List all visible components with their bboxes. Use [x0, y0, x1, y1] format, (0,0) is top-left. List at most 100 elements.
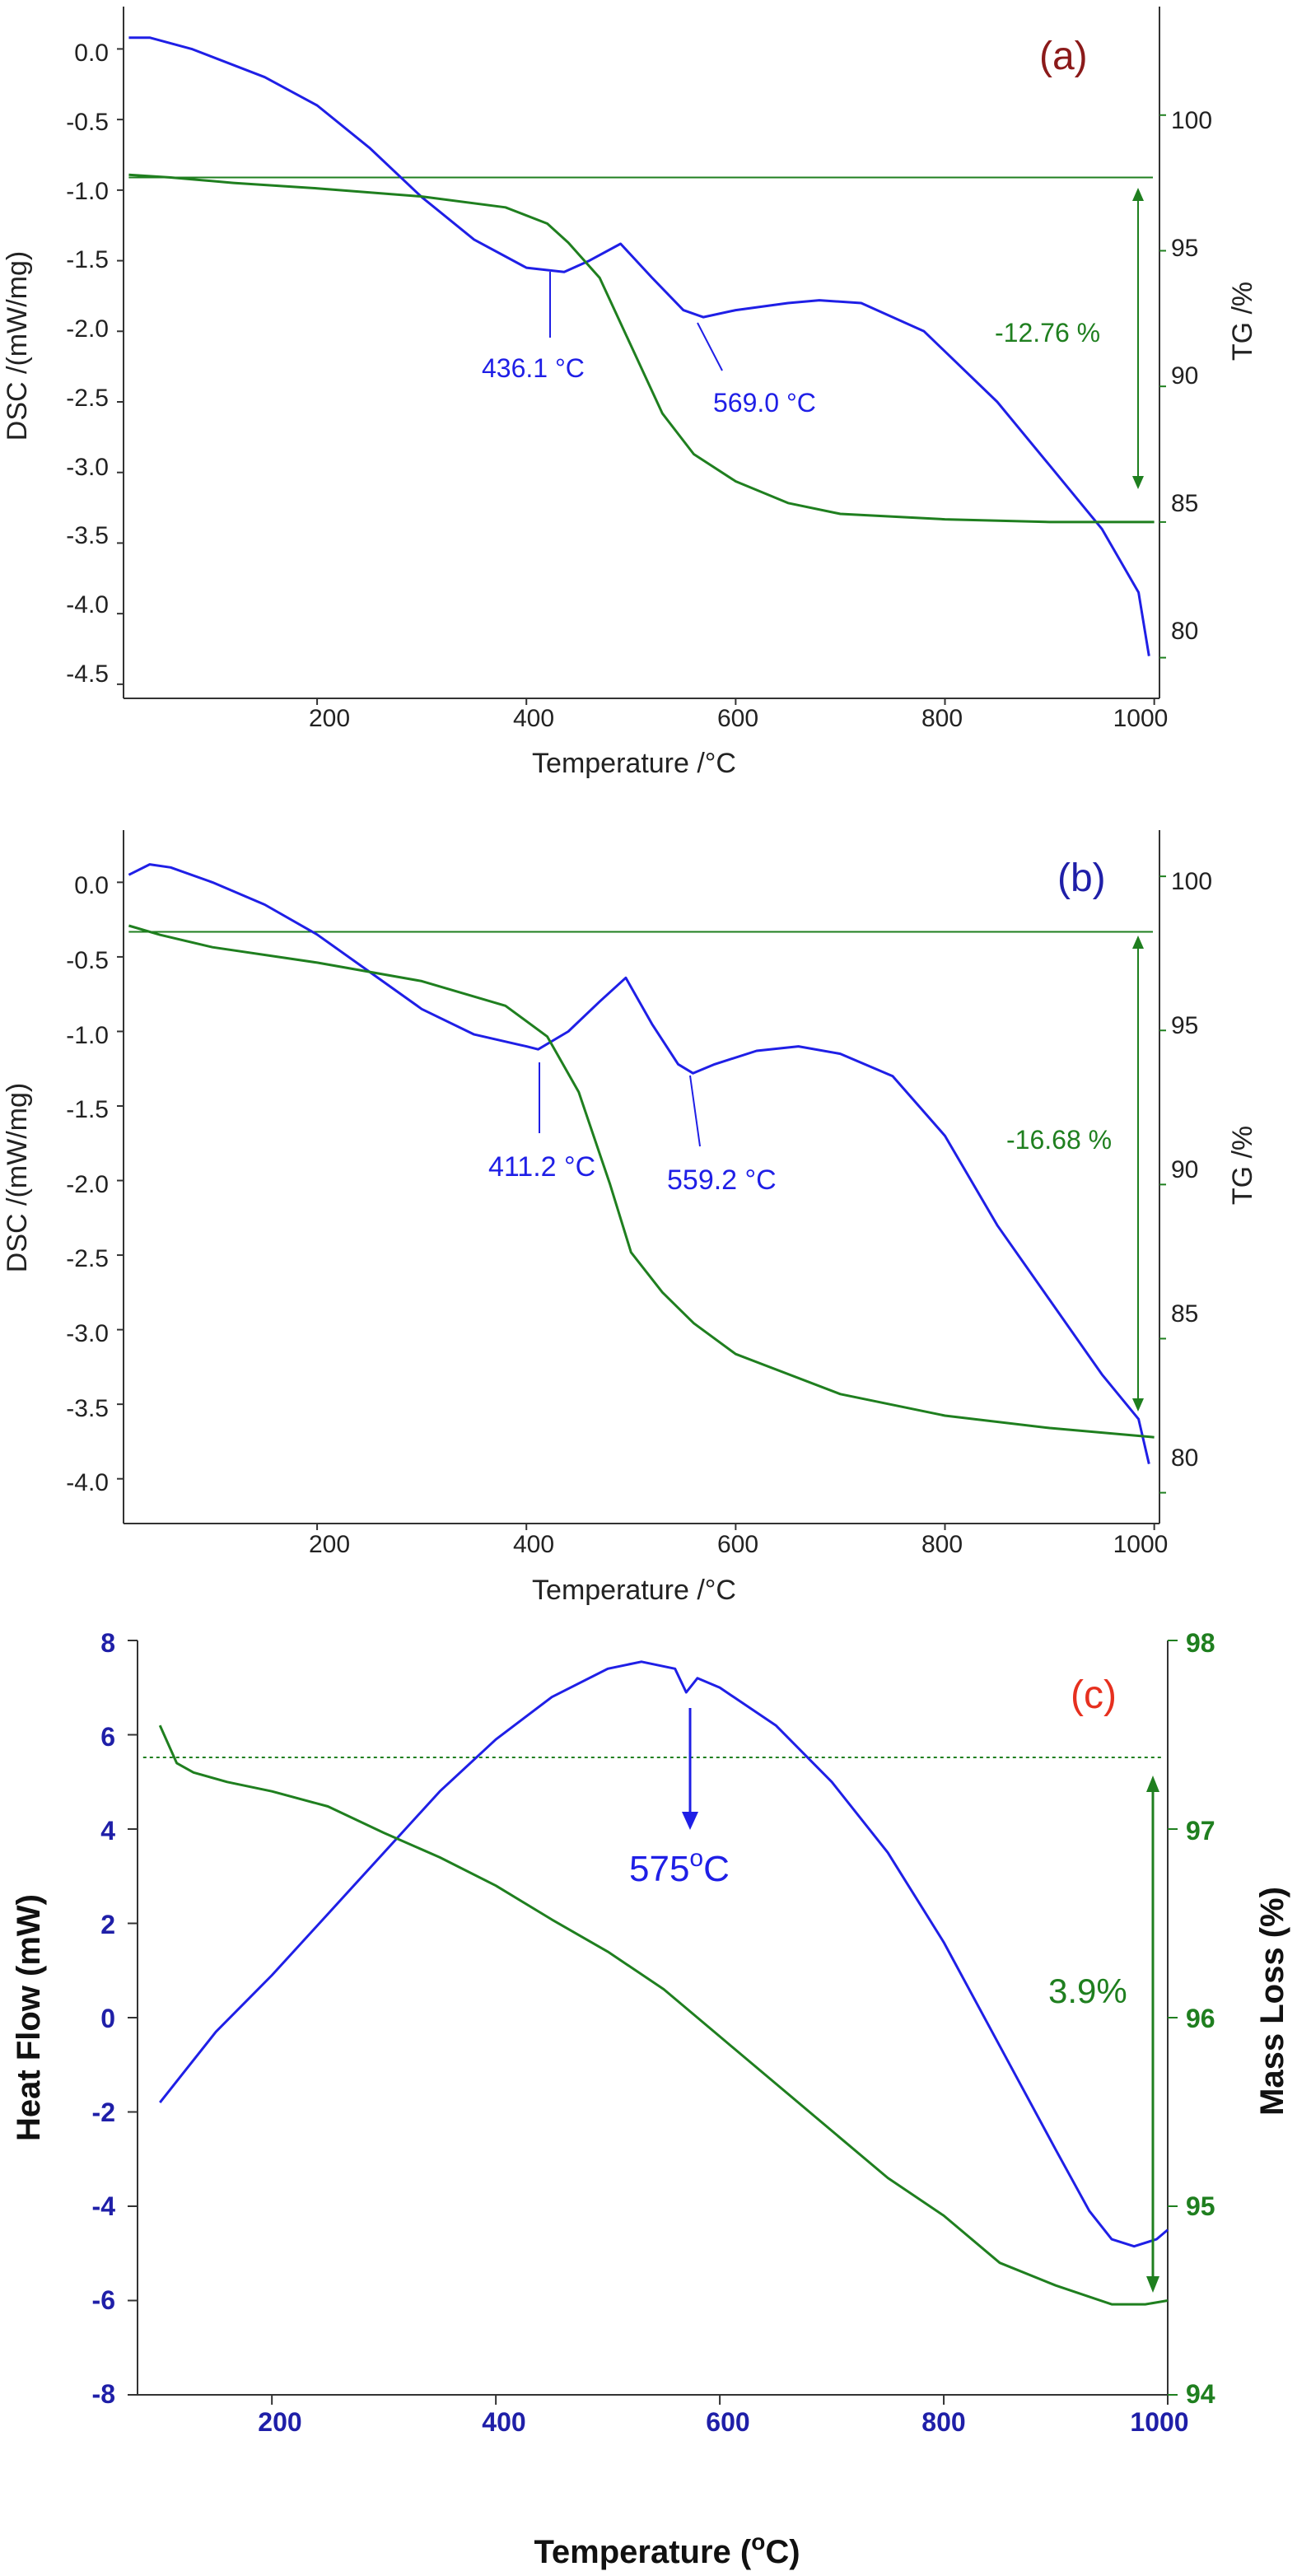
x-tick-label: 800	[921, 2407, 965, 2437]
x-tick-label: 400	[482, 2407, 525, 2437]
y-tick-label: -1.0	[66, 178, 109, 205]
left-tick-labels: 0.0 -0.5 -1.0 -1.5 -2.0 -2.5 -3.0 -3.5 -…	[66, 40, 109, 688]
y-axis-label-left: Heat Flow (mW)	[11, 1894, 47, 2141]
y-tick-label: -2.5	[66, 385, 109, 412]
y-tick-label: -6	[92, 2285, 115, 2315]
x-tick-label: 200	[258, 2407, 301, 2437]
y-tick-label: -1.0	[66, 1022, 109, 1049]
y2-tick-label: 95	[1186, 2191, 1215, 2221]
peak-label: 436.1 °C	[482, 353, 585, 383]
x-tick-label: 400	[513, 705, 554, 732]
mass-loss-label: -12.76 %	[995, 318, 1100, 348]
x-tick-label: 600	[717, 1531, 758, 1558]
x-tick-labels: 200 400 600 800 1000	[309, 705, 1168, 732]
x-tick-label: 1000	[1113, 705, 1169, 732]
y-axis-label-left: DSC /(mW/mg)	[2, 251, 33, 441]
chart-panel-c: 200 400 600 800 1000 8 6 4 2 0 -2 -4 -6 …	[11, 1628, 1290, 2570]
y-tick-label: -4	[92, 2191, 116, 2221]
x-tick-labels: 200 400 600 800 1000	[258, 2407, 1188, 2437]
x-axis-label: Temperature /°C	[532, 1575, 736, 1606]
y-tick-label: -4.0	[66, 591, 109, 618]
y2-tick-label: 95	[1171, 1012, 1198, 1039]
mass-loss-label: -16.68 %	[1006, 1125, 1112, 1155]
right-tick-labels: 98 97 96 95 94	[1186, 1628, 1215, 2409]
x-tick-label: 800	[921, 705, 963, 732]
peak-label: 411.2 °C	[488, 1151, 595, 1183]
y2-tick-label: 90	[1171, 362, 1198, 390]
dsc-curve	[128, 36, 1150, 656]
y2-tick-label: 100	[1171, 107, 1212, 134]
y-axis-label-right: Mass Loss (%)	[1254, 1887, 1290, 2116]
x-tick-label: 200	[309, 705, 350, 732]
panel-a-marks	[117, 36, 1166, 705]
y2-tick-label: 94	[1186, 2379, 1215, 2409]
y-tick-label: -3.0	[66, 1320, 109, 1347]
peak-label: 575oC	[629, 1845, 730, 1889]
y-tick-label: -4.0	[66, 1469, 109, 1496]
right-tick-labels: 100 95 90 85 80	[1171, 868, 1212, 1472]
x-axis-label: Temperature /°C	[532, 748, 736, 779]
y2-tick-label: 95	[1171, 235, 1198, 262]
panel-c-marks	[128, 1640, 1178, 2405]
y-tick-label: -2.0	[66, 315, 109, 343]
dsc-curve	[128, 863, 1150, 1464]
y-axis-label-right: TG /%	[1227, 282, 1258, 361]
y2-tick-label: 85	[1171, 1300, 1198, 1328]
left-tick-labels: 0.0 -0.5 -1.0 -1.5 -2.0 -2.5 -3.0 -3.5 -…	[66, 872, 109, 1496]
peak-label: 559.2 °C	[667, 1164, 777, 1196]
y2-tick-label: 98	[1186, 1628, 1215, 1658]
y-tick-label: -3.5	[66, 522, 109, 549]
y-tick-label: -1.5	[66, 1096, 109, 1123]
panel-label: (a)	[1039, 35, 1088, 78]
y-tick-label: -2.0	[66, 1171, 109, 1198]
dsc-curve	[159, 1660, 1169, 2248]
x-tick-label: 600	[717, 705, 758, 732]
tg-curve	[128, 924, 1155, 1439]
y-tick-label: 8	[100, 1628, 115, 1658]
y2-tick-label: 90	[1171, 1156, 1198, 1183]
leader-line	[697, 322, 723, 371]
y-tick-label: -2.5	[66, 1245, 109, 1272]
leader-line	[689, 1075, 701, 1147]
chart-panel-b: 200 400 600 800 1000 0.0 -0.5 -1.0 -1.5 …	[2, 830, 1258, 1606]
left-tick-labels: 8 6 4 2 0 -2 -4 -6 -8	[92, 1628, 116, 2409]
mass-loss-label: 3.9%	[1048, 1972, 1127, 2010]
y-tick-label: -0.5	[66, 947, 109, 974]
y-tick-label: 4	[100, 1816, 115, 1846]
y-tick-label: -4.5	[66, 660, 109, 688]
y-tick-label: -3.5	[66, 1395, 109, 1422]
chart-panel-a: 200 400 600 800 1000 0.0 -0.5 -1.0 -1.5 …	[2, 7, 1258, 779]
tg-curve	[158, 1724, 1169, 2306]
y-tick-label: -2	[92, 2098, 115, 2127]
y-axis-label-right: TG /%	[1227, 1126, 1258, 1205]
y-tick-label: -3.0	[66, 454, 109, 481]
y-axis-label-left: DSC /(mW/mg)	[2, 1083, 33, 1272]
x-tick-label: 1000	[1130, 2407, 1188, 2437]
x-tick-label: 600	[706, 2407, 749, 2437]
y2-tick-label: 96	[1186, 2004, 1215, 2033]
y2-tick-label: 97	[1186, 1816, 1215, 1846]
y2-tick-label: 80	[1171, 1444, 1198, 1472]
y-tick-label: 0.0	[74, 40, 109, 67]
y-tick-label: 6	[100, 1722, 115, 1752]
peak-label: 569.0 °C	[713, 388, 816, 418]
x-tick-label: 800	[921, 1531, 963, 1558]
arrow-head	[682, 1812, 698, 1830]
x-tick-labels: 200 400 600 800 1000	[309, 1531, 1168, 1558]
panel-label: (c)	[1071, 1673, 1117, 1717]
x-tick-label: 400	[513, 1531, 554, 1558]
y-tick-label: -0.5	[66, 109, 109, 136]
panel-label: (b)	[1057, 856, 1106, 900]
x-tick-label: 200	[309, 1531, 350, 1558]
tg-curve	[128, 173, 1155, 524]
x-tick-label: 1000	[1113, 1531, 1169, 1558]
y-tick-label: 0	[100, 2004, 115, 2033]
y-tick-label: 2	[100, 1910, 115, 1939]
x-axis-label: Temperature (oC)	[534, 2529, 800, 2570]
y2-tick-label: 80	[1171, 618, 1198, 645]
y2-tick-label: 100	[1171, 868, 1212, 895]
y-tick-label: 0.0	[74, 872, 109, 899]
right-tick-labels: 100 95 90 85 80	[1171, 107, 1212, 645]
y-tick-label: -8	[92, 2379, 115, 2409]
